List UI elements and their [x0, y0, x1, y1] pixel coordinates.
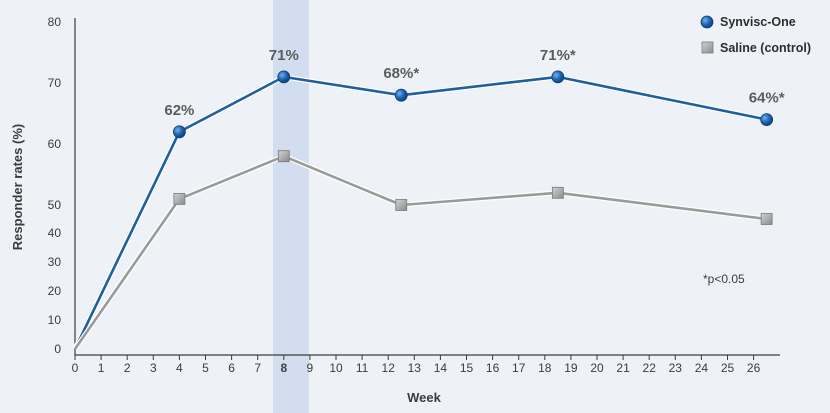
series-group: 62% 71% 68%* 71%* 64%*	[72, 47, 785, 351]
legend-swatch-synvisc-one	[700, 15, 714, 29]
data-point	[760, 213, 773, 225]
y-tick-label: 0	[54, 342, 61, 356]
y-axis-title: Responder rates (%)	[10, 124, 25, 250]
legend-swatch-saline	[701, 41, 714, 54]
x-tick-label: 18	[538, 361, 552, 375]
legend: Synvisc-One Saline (control)	[700, 15, 811, 55]
x-tick-label: 9	[307, 361, 314, 375]
data-point	[172, 125, 186, 139]
x-tick-label: 25	[721, 361, 735, 375]
x-axis-title: Week	[407, 390, 441, 405]
data-point	[173, 192, 186, 205]
x-tick-label: 5	[202, 361, 209, 375]
legend-label-saline: Saline (control)	[720, 41, 811, 55]
y-tick-label: 30	[48, 255, 62, 269]
data-point	[551, 186, 564, 199]
x-tick-label: 24	[695, 361, 709, 375]
data-label: 71%*	[540, 47, 576, 64]
y-tick-group: 0 10 20 30 40 50 60 70 80	[48, 15, 62, 356]
y-tick-label: 50	[48, 198, 62, 212]
x-tick-label: 10	[329, 361, 343, 375]
data-point	[277, 150, 290, 163]
x-tick-label: 11	[356, 361, 369, 375]
y-tick-label: 60	[48, 137, 62, 151]
y-tick-label: 10	[48, 313, 62, 327]
x-tick-label: 13	[408, 361, 422, 375]
data-label: 68%*	[383, 65, 419, 82]
series-line	[73, 75, 767, 350]
data-point	[551, 70, 565, 84]
x-tick-group: 0 1 2 3 4 5 6 7 8 9 10 11 12 13 14 15 16 17 18 19 20 21 22 23 24…	[72, 355, 761, 375]
y-tick-label: 80	[48, 15, 62, 29]
x-tick-label: 19	[564, 361, 578, 375]
x-tick-label: 16	[486, 361, 500, 375]
x-tick-label: 26	[747, 361, 761, 375]
x-tick-label: 15	[460, 361, 474, 375]
series-line-outline	[72, 153, 768, 351]
x-tick-label: 1	[98, 361, 105, 375]
x-tick-label: 12	[382, 361, 396, 375]
x-tick-label: 14	[434, 361, 448, 375]
data-point	[395, 199, 408, 211]
y-tick-label: 20	[48, 284, 62, 298]
x-tick-label: 20	[590, 361, 604, 375]
data-label: 64%*	[749, 90, 785, 107]
x-tick-label: 7	[254, 361, 261, 375]
y-tick-label: 70	[48, 76, 62, 90]
x-tick-label: 4	[176, 361, 183, 375]
data-label: 71%	[269, 47, 299, 64]
x-tick-label: 2	[124, 361, 131, 375]
highlight-band	[273, 0, 309, 413]
x-tick-label: 21	[616, 361, 630, 375]
x-tick-label: 3	[150, 361, 157, 375]
x-tick-label: 17	[512, 361, 526, 375]
x-tick-label: 6	[228, 361, 235, 375]
x-tick-label: 8	[280, 361, 287, 375]
x-tick-label: 22	[643, 361, 657, 375]
data-point	[760, 113, 774, 126]
axes	[74, 18, 780, 356]
y-tick-label: 40	[48, 226, 62, 240]
data-point	[394, 88, 408, 102]
data-point	[277, 70, 291, 84]
legend-label-synvisc-one: Synvisc-One	[720, 15, 796, 29]
x-tick-label: 0	[72, 361, 79, 375]
data-label: 62%	[164, 102, 194, 119]
series-line	[73, 154, 767, 350]
x-tick-label: 23	[669, 361, 683, 375]
significance-note: *p<0.05	[703, 272, 745, 286]
